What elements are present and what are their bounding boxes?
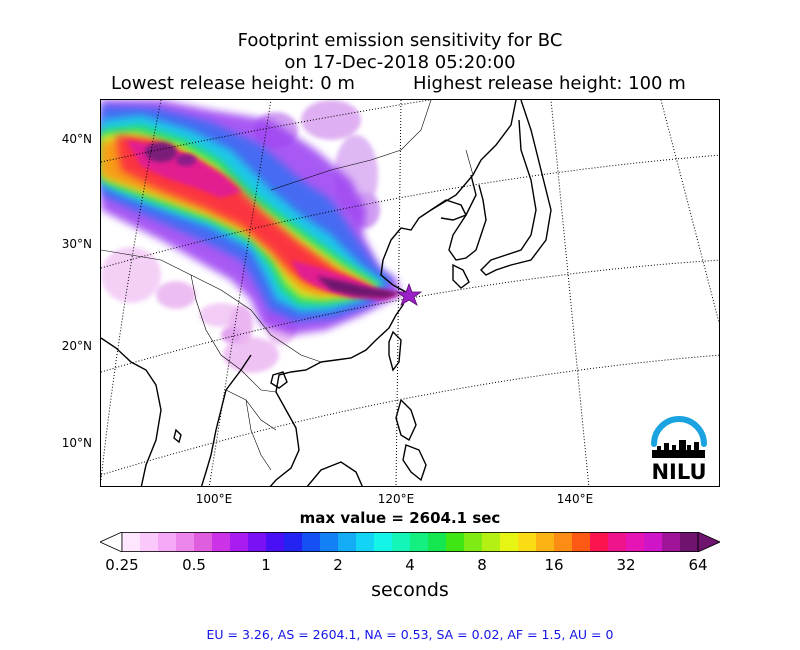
colorbar-tick-label: 0.25 [105,556,139,574]
meridian-100e [101,100,162,481]
footprint-map [101,100,719,486]
colorbar-tick-label: 0.5 [182,556,206,574]
colorbar-segment [662,532,681,552]
colorbar-tick-label: 32 [616,556,636,574]
colorbar-segment [266,532,285,552]
colorbar-segment [590,532,609,552]
chart-title: Footprint emission sensitivity for BC [237,30,563,51]
colorbar-segment [608,532,627,552]
colorbar-segment [302,532,321,552]
colorbar-segment [644,532,663,552]
lon-label-120e: 120°E [377,492,415,506]
parallel-30n [101,154,719,269]
lon-label-140e: 140°E [556,492,594,506]
colorbar-segment [680,532,699,552]
logo-arc [651,416,707,447]
lon-label-100e: 100°E [195,492,233,506]
colorbar-segment [158,532,177,552]
colorbar-segment [446,532,465,552]
region-stats: EU = 3.26, AS = 2604.1, NA = 0.53, SA = … [206,627,614,642]
colorbar-segment [356,532,375,552]
colorbar-segment [536,532,555,552]
colorbar-tick-label: 2 [333,556,343,574]
parallel-10n [101,354,719,476]
colorbar-frame [121,532,699,552]
colorbar-tick-label: 4 [405,556,415,574]
meridian-100e-b [208,100,272,486]
colorbar-segment [464,532,483,552]
colorbar-tick-label: 8 [477,556,487,574]
nilu-logo [651,416,707,458]
colorbar-segment [428,532,447,552]
colorbar [100,532,720,552]
lat-label-30n: 30°N [61,237,92,251]
footprint-field [101,100,401,373]
colorbar-segment [482,532,501,552]
meridian-140e [550,100,590,486]
colorbar-segment [500,532,519,552]
nilu-logo-text: NILU [651,460,707,484]
parallel-20n [101,259,719,373]
colorbar-segment [392,532,411,552]
colorbar-segment [230,532,249,552]
colorbar-segment [284,532,303,552]
map-plot-area: NILU [100,99,720,487]
colorbar-label: seconds [371,579,449,601]
colorbar-segment [212,532,231,552]
lowest-release-height: Lowest release height: 0 m [111,73,355,94]
colorbar-extend-low [100,532,123,552]
colorbar-segment [320,532,339,552]
colorbar-tick-label: 64 [688,556,708,574]
parallel-40n [101,100,433,163]
colorbar-segment [176,532,195,552]
colorbar-segment [572,532,591,552]
colorbar-segment [248,532,267,552]
chart-date: on 17-Dec-2018 05:20:00 [284,52,516,73]
colorbar-extend-high [697,532,720,552]
country-borders [101,100,474,471]
colorbar-segment [626,532,645,552]
colorbar-segment [194,532,213,552]
colorbar-segment [338,532,357,552]
logo-skyline [652,440,705,458]
colorbar-segment [518,532,537,552]
release-point-marker [395,282,423,306]
colorbar-segment [410,532,429,552]
colorbar-segment [554,532,573,552]
colorbar-segment [374,532,393,552]
meridian-160e [660,100,719,325]
colorbar-segment [140,532,159,552]
lat-label-40n: 40°N [61,132,92,146]
lat-label-10n: 10°N [61,436,92,450]
max-value-label: max value = 2604.1 sec [299,509,501,527]
highest-release-height: Highest release height: 100 m [413,73,686,94]
colorbar-tick-label: 16 [544,556,564,574]
graticule [101,100,719,486]
colorbar-segment [122,532,141,552]
colorbar-tick-label: 1 [261,556,271,574]
coastlines [101,100,552,486]
lat-label-20n: 20°N [61,339,92,353]
